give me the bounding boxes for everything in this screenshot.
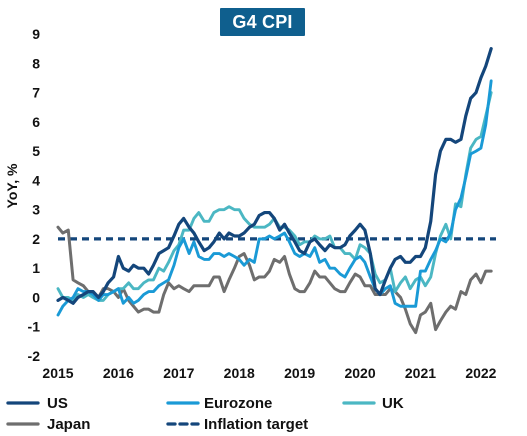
x-tick-label: 2015 (42, 365, 73, 381)
y-tick-label: 4 (32, 172, 40, 188)
y-tick-label: 3 (32, 202, 40, 218)
y-tick-label: 1 (32, 260, 40, 276)
x-tick-label: 2017 (163, 365, 194, 381)
chart-title-box (220, 8, 305, 36)
y-axis-label: YoY, % (4, 163, 20, 208)
y-tick-label: 2 (32, 231, 40, 247)
legend: US Eurozone UK Japan Inflation target (6, 395, 404, 433)
eurozone-line (56, 79, 493, 317)
y-tick-label: -1 (28, 319, 41, 335)
y-tick-label: 5 (32, 143, 40, 159)
y-axis-ticks: -2 -1 0 1 2 3 4 5 6 7 8 9 (28, 26, 41, 364)
y-tick-label: 0 (32, 289, 40, 305)
series-layer (56, 47, 496, 335)
x-tick-label: 2019 (284, 365, 315, 381)
legend-label: Eurozone (204, 395, 272, 412)
y-tick-label: 8 (32, 55, 40, 71)
y-tick-label: 7 (32, 85, 40, 101)
japan-line (56, 225, 493, 335)
legend-item-uk: UK (342, 395, 404, 412)
chart-title: G4 CPI (232, 12, 292, 32)
x-tick-label: 2016 (103, 365, 134, 381)
x-axis-ticks: 2015 2016 2017 2018 2019 2020 2021 2022 (42, 365, 496, 381)
y-tick-label: 9 (32, 26, 40, 42)
legend-item-eurozone: Eurozone (166, 395, 272, 412)
legend-label: UK (382, 395, 404, 412)
y-tick-label: -2 (28, 348, 41, 364)
x-tick-label: 2022 (465, 365, 496, 381)
legend-label: US (47, 395, 68, 412)
legend-item-inflation-target: Inflation target (166, 416, 308, 433)
x-tick-label: 2020 (344, 365, 375, 381)
x-tick-label: 2018 (224, 365, 255, 381)
us-line (56, 47, 493, 305)
legend-label: Inflation target (204, 416, 308, 433)
chart-title-group: G4 CPI (220, 8, 305, 36)
legend-label: Japan (47, 416, 90, 433)
y-axis-label-group: YoY, % (4, 163, 20, 208)
y-tick-label: 6 (32, 114, 40, 130)
legend-item-japan: Japan (6, 416, 90, 433)
x-tick-label: 2021 (405, 365, 436, 381)
legend-item-us: US (6, 395, 68, 412)
